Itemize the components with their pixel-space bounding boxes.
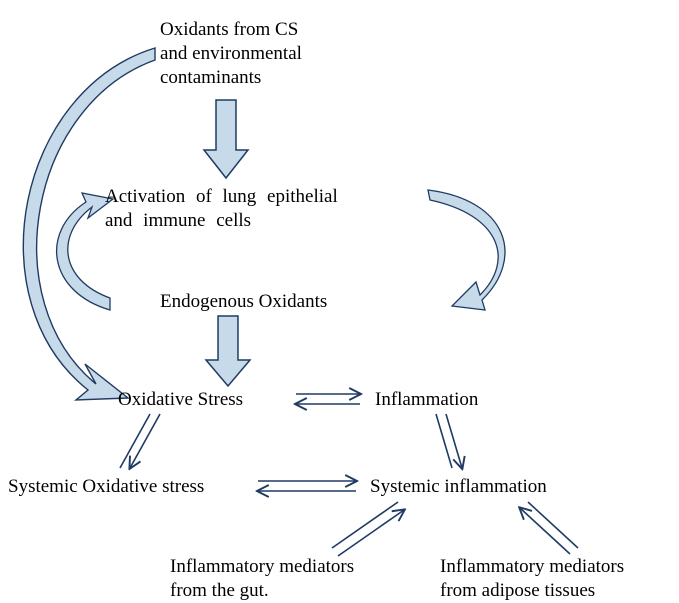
arrow-oxstress-to-sysox	[120, 414, 160, 468]
node-endogenous: Endogenous Oxidants	[160, 290, 380, 314]
node-oxidants-cs: Oxidants from CSand environmentalcontami…	[160, 18, 370, 89]
node-ox-stress: Oxidative Stress	[118, 388, 298, 412]
node-mediators-adipose: Inflammatory mediatorsfrom adipose tissu…	[440, 555, 679, 603]
arrow-sysox-sysinf	[258, 481, 356, 491]
diagram-stage: Oxidants from CSand environmentalcontami…	[0, 0, 679, 600]
node-mediators-gut: Inflammatory mediatorsfrom the gut.	[170, 555, 410, 603]
arrow-adipose-to-sysinf	[520, 502, 578, 554]
node-inflammation: Inflammation	[375, 388, 535, 412]
arrow-inflammation-to-sysinf	[436, 414, 462, 468]
arrow-oxstress-inflammation	[296, 394, 360, 404]
arrow-oxidants-to-activation	[204, 100, 248, 178]
node-sys-inflammation: Systemic inflammation	[370, 475, 610, 499]
node-activation: Activation of lung epithelialand immune …	[105, 185, 435, 233]
arrow-gut-to-sysinf	[332, 502, 404, 556]
node-sys-ox-stress: Systemic Oxidative stress	[8, 475, 258, 499]
arrow-activation-to-endogenous	[428, 190, 505, 310]
arrow-endogenous-to-oxstress	[206, 316, 250, 386]
